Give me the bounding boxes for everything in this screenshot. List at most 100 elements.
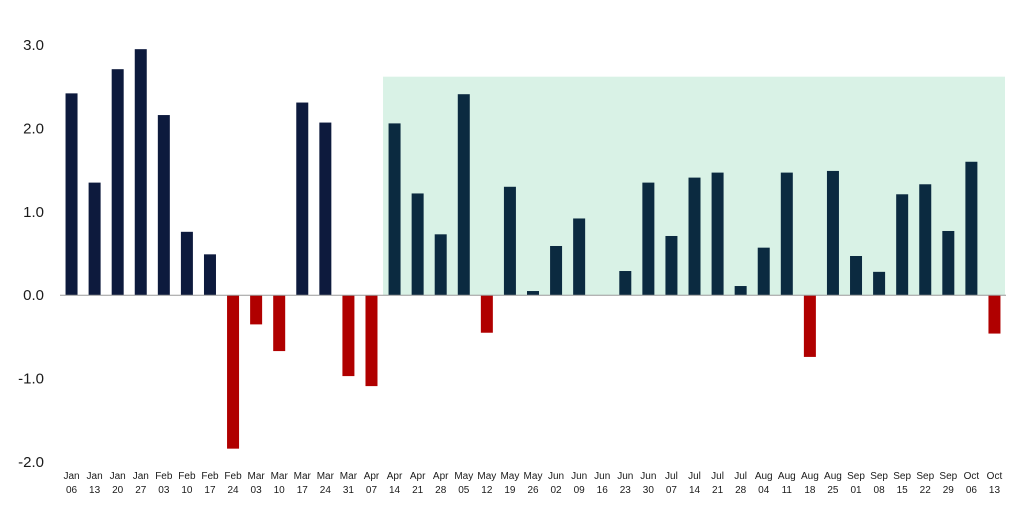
x-tick-label: Jan 13 [87, 471, 103, 496]
x-tick-month: Apr [433, 471, 449, 482]
x-tick-month: Feb [201, 471, 219, 482]
x-tick-month: Mar [317, 471, 335, 482]
x-tick-label: Oct 06 [964, 471, 980, 496]
x-tick-label: Jul 28 [734, 471, 747, 496]
x-tick-day: 04 [758, 485, 770, 496]
x-tick-month: Jan [63, 471, 79, 482]
x-tick-label: Mar 10 [271, 471, 289, 496]
bar [273, 295, 286, 352]
bar [757, 247, 770, 296]
x-tick-day: 24 [227, 485, 239, 496]
x-tick-day: 07 [666, 485, 678, 496]
x-tick-month: May [454, 471, 473, 482]
bar [250, 295, 263, 325]
x-tick-month: Jun [594, 471, 610, 482]
x-tick-label: Jul 21 [711, 471, 724, 496]
x-tick-day: 17 [297, 485, 309, 496]
x-tick-month: Mar [294, 471, 312, 482]
x-tick-day: 05 [458, 485, 470, 496]
x-tick-month: Jul [711, 471, 724, 482]
bar [157, 115, 170, 296]
x-tick-month: Oct [964, 471, 980, 482]
bar [457, 94, 470, 296]
x-tick-month: Jun [640, 471, 656, 482]
x-tick-month: Jul [665, 471, 678, 482]
x-tick-label: Aug 11 [778, 471, 796, 496]
bar [296, 102, 309, 296]
x-tick-label: May 26 [524, 471, 543, 496]
x-tick-month: Apr [410, 471, 426, 482]
bar [734, 286, 747, 296]
x-tick-day: 16 [597, 485, 609, 496]
x-tick-label: Jun 16 [594, 471, 610, 496]
x-tick-day: 02 [551, 485, 563, 496]
x-tick-label: May 12 [477, 471, 496, 496]
y-tick-label: 2.0 [23, 120, 44, 137]
x-tick-label: Mar 31 [340, 471, 358, 496]
bar [896, 194, 909, 296]
x-tick-day: 03 [158, 485, 170, 496]
bar [111, 69, 124, 296]
x-tick-label: Jan 27 [133, 471, 149, 496]
x-tick-month: Aug [755, 471, 773, 482]
x-tick-label: Feb 10 [178, 471, 196, 496]
bar [365, 295, 378, 387]
x-tick-day: 21 [412, 485, 424, 496]
x-tick-day: 19 [504, 485, 516, 496]
x-tick-label: Sep 29 [939, 471, 957, 496]
x-tick-day: 10 [274, 485, 286, 496]
x-tick-label: Apr 28 [433, 471, 449, 496]
x-tick-label: Jan 06 [63, 471, 79, 496]
x-tick-month: Apr [387, 471, 403, 482]
x-tick-month: May [500, 471, 519, 482]
x-tick-month: Sep [916, 471, 934, 482]
y-axis-ticks: 3.0 2.0 1.0 0.0 -1.0 -2.0 [18, 37, 44, 471]
x-tick-month: Apr [364, 471, 380, 482]
x-tick-day: 14 [389, 485, 401, 496]
x-tick-label: Mar 17 [294, 471, 312, 496]
bar [573, 218, 586, 296]
x-tick-label: Sep 01 [847, 471, 865, 496]
x-tick-month: Feb [178, 471, 196, 482]
bar [665, 235, 678, 296]
x-tick-label: Jun 09 [571, 471, 587, 496]
x-tick-day: 25 [827, 485, 839, 496]
x-tick-day: 01 [850, 485, 862, 496]
x-tick-day: 10 [181, 485, 193, 496]
bar [711, 172, 724, 296]
bar [942, 230, 955, 296]
x-tick-day: 21 [712, 485, 724, 496]
x-tick-month: Jun [548, 471, 564, 482]
x-tick-day: 09 [574, 485, 586, 496]
x-tick-label: Aug 25 [824, 471, 842, 496]
x-tick-label: Feb 17 [201, 471, 219, 496]
bar [780, 172, 793, 296]
x-tick-label: Feb 24 [224, 471, 242, 496]
x-tick-day: 06 [966, 485, 978, 496]
x-tick-month: Sep [847, 471, 865, 482]
bar [803, 295, 816, 357]
x-tick-month: Aug [778, 471, 796, 482]
y-tick-label: 3.0 [23, 37, 44, 54]
x-tick-month: Sep [939, 471, 957, 482]
x-tick-label: Aug 18 [801, 471, 819, 496]
y-tick-label: 0.0 [23, 287, 44, 304]
bars [65, 49, 1001, 449]
bar [388, 123, 401, 296]
x-tick-day: 20 [112, 485, 124, 496]
bar [411, 193, 424, 296]
bar [227, 295, 240, 449]
x-tick-month: Mar [271, 471, 289, 482]
x-tick-day: 03 [251, 485, 263, 496]
x-tick-month: May [524, 471, 543, 482]
bar [434, 234, 447, 296]
x-tick-day: 27 [135, 485, 147, 496]
x-tick-month: Mar [248, 471, 266, 482]
x-tick-month: Jun [617, 471, 633, 482]
bar [480, 295, 493, 333]
x-tick-day: 08 [874, 485, 886, 496]
x-tick-label: Apr 21 [410, 471, 426, 496]
x-tick-label: Mar 24 [317, 471, 335, 496]
x-tick-month: Aug [824, 471, 842, 482]
